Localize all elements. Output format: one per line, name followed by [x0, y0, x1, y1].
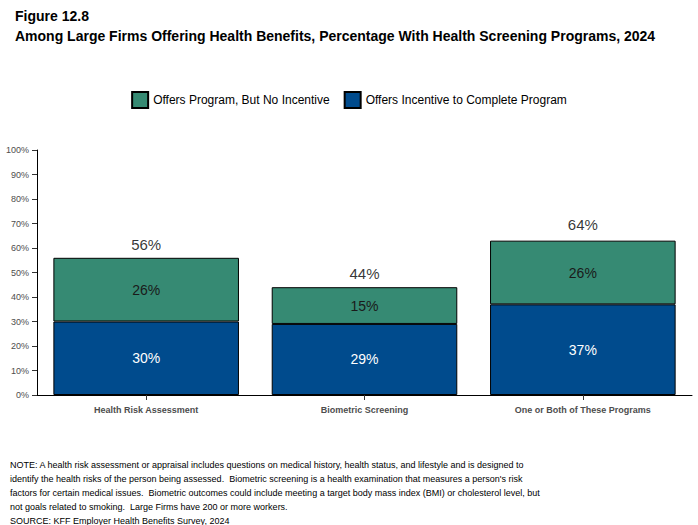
svg-text:50%: 50% — [11, 268, 29, 278]
svg-text:Health Risk Assessment: Health Risk Assessment — [94, 405, 198, 415]
svg-text:30%: 30% — [11, 317, 29, 327]
svg-text:SOURCE: KFF Employer Health Be: SOURCE: KFF Employer Health Benefits Sur… — [10, 516, 229, 525]
svg-text:64%: 64% — [568, 216, 598, 233]
svg-text:factors for certain medical is: factors for certain medical issues. Biom… — [10, 488, 542, 498]
svg-text:15%: 15% — [350, 298, 378, 314]
svg-text:Offers Program, But No Incenti: Offers Program, But No Incentive — [153, 93, 330, 107]
svg-text:26%: 26% — [132, 282, 160, 298]
svg-text:80%: 80% — [11, 194, 29, 204]
svg-text:100%: 100% — [6, 145, 29, 155]
svg-text:Biometric Screening: Biometric Screening — [321, 405, 409, 415]
svg-text:44%: 44% — [349, 265, 379, 282]
svg-text:One or Both of These Programs: One or Both of These Programs — [515, 405, 651, 415]
svg-text:37%: 37% — [569, 342, 597, 358]
svg-text:Offers Incentive to Complete P: Offers Incentive to Complete Program — [366, 93, 567, 107]
svg-text:29%: 29% — [350, 351, 378, 367]
svg-text:30%: 30% — [132, 350, 160, 366]
svg-text:identify the health risks of t: identify the health risks of the person … — [10, 474, 525, 484]
svg-text:40%: 40% — [11, 292, 29, 302]
svg-text:Among Large Firms Offering Hea: Among Large Firms Offering Health Benefi… — [15, 28, 655, 44]
svg-text:70%: 70% — [11, 219, 29, 229]
svg-text:not goals related to smoking.: not goals related to smoking. Large Firm… — [10, 502, 288, 512]
svg-text:60%: 60% — [11, 243, 29, 253]
svg-text:NOTE: A health risk assessment: NOTE: A health risk assessment or apprai… — [10, 460, 526, 470]
svg-text:56%: 56% — [131, 236, 161, 253]
svg-text:90%: 90% — [11, 170, 29, 180]
svg-text:Figure 12.8: Figure 12.8 — [15, 8, 89, 24]
svg-text:20%: 20% — [11, 341, 29, 351]
svg-text:0%: 0% — [16, 390, 29, 400]
svg-text:10%: 10% — [11, 366, 29, 376]
svg-text:26%: 26% — [569, 265, 597, 281]
